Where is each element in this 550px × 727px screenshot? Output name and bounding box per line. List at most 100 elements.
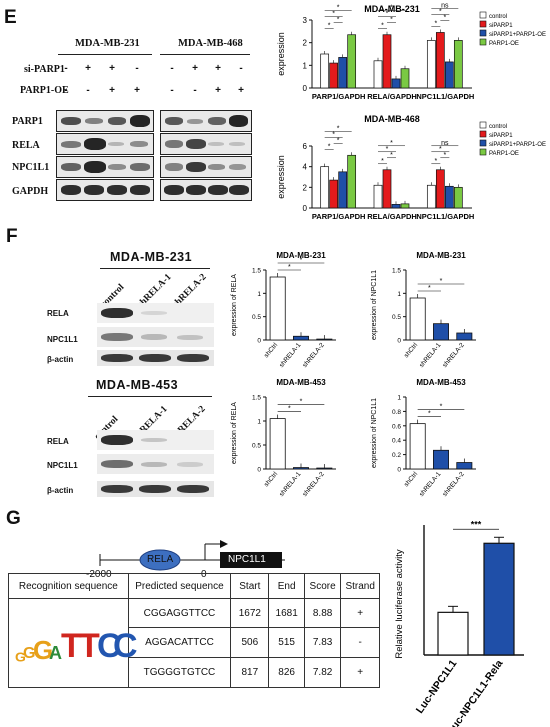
bar [453, 40, 463, 89]
y-axis-label: expression [276, 155, 286, 199]
y-tick-label: 2 [303, 39, 308, 48]
sign: + [109, 63, 115, 74]
promoter-diagram [99, 540, 285, 571]
x-tick-label: shCtrl [403, 470, 420, 488]
bar [444, 61, 454, 89]
title-underline [160, 54, 250, 55]
table-header: Recognition sequence [8, 573, 129, 599]
legend-label: control [489, 124, 507, 130]
y-tick-label: 1 [397, 395, 401, 402]
table-cell: TGGGGTGTCC [127, 657, 232, 688]
bar [338, 171, 348, 209]
blot-row-label: GAPDH [12, 186, 49, 197]
title-underline [100, 268, 210, 269]
bar [453, 186, 463, 209]
y-tick-label: 0 [257, 467, 261, 474]
western-blot-image [97, 303, 214, 323]
bar-chart-g-luciferase: Relative luciferase activityLuc-NPC1L1Lu… [394, 519, 524, 727]
western-blot-image [160, 179, 252, 201]
bar [269, 418, 286, 470]
x-tick-label: shRELA-2 [441, 341, 466, 368]
bar [320, 53, 330, 89]
significance-mark: * [386, 11, 389, 18]
prediction-table: Recognition sequence Predicted sequence … [8, 573, 380, 688]
x-tick-label: shRELA-1 [418, 341, 443, 368]
table-cell: + [340, 657, 380, 688]
x-tick-label: shCtrl [403, 341, 420, 359]
significance-mark: * [337, 137, 340, 144]
sign: + [215, 85, 221, 96]
table-cell: 1672 [230, 598, 270, 628]
sign: - [64, 63, 68, 74]
western-blot-image [97, 430, 214, 450]
western-blot-image [97, 327, 214, 347]
x-tick-label: RELA/GAPDH [367, 212, 417, 221]
y-tick-label: 0.4 [392, 438, 401, 445]
y-tick-label: 2 [303, 183, 308, 192]
y-tick-label: 1 [397, 291, 401, 298]
significance-mark: * [381, 158, 384, 165]
legend-label: siPARP1 [489, 133, 513, 139]
bar [400, 68, 410, 89]
blot-row-label: NPC1L1 [47, 335, 78, 344]
significance-mark: *** [471, 519, 482, 529]
table-header: Predicted sequence [127, 573, 232, 599]
gene-label: NPC1L1 [228, 554, 266, 565]
bar [444, 185, 454, 209]
bar [320, 166, 330, 209]
x-tick-label: NPC1L1/GAPDH [416, 212, 474, 221]
legend-swatch [479, 139, 487, 147]
blot-row-label: PARP1 [12, 116, 43, 127]
western-blot-image [56, 156, 154, 178]
significance-mark: * [300, 399, 303, 406]
panel-letter-e: E [4, 7, 17, 28]
x-tick-label: shRELA-2 [301, 470, 326, 497]
table-header: Score [303, 573, 342, 599]
sign: - [170, 63, 174, 74]
bar [433, 449, 449, 470]
y-tick-label: 1 [257, 419, 261, 426]
table-cell: CGGAGGTTCC [127, 598, 232, 628]
western-blot-image [56, 179, 154, 201]
table-cell: 7.83 [303, 627, 342, 658]
bar [409, 297, 426, 341]
significance-mark: * [337, 5, 340, 12]
bar-chart-e-468: MDA-MB-468expression0246PARP1/GAPDH****R… [276, 114, 546, 221]
bar [338, 57, 348, 89]
table-cell: 817 [230, 657, 270, 688]
significance-mark: * [288, 406, 291, 413]
bar [456, 332, 473, 341]
chart-title: MDA-MB-453 [416, 378, 466, 387]
legend-label: PARP1-OE [489, 41, 519, 47]
y-tick-label: 1.5 [252, 268, 261, 275]
chart-title: MDA-MB-231 [416, 251, 466, 260]
significance-mark: * [434, 158, 437, 165]
bar [433, 323, 449, 341]
table-cell: 1681 [268, 598, 305, 628]
x-tick-label: shCtrl [263, 470, 280, 488]
significance-mark: * [328, 143, 331, 150]
significance-mark: * [390, 17, 393, 24]
table-cell: 515 [268, 627, 305, 658]
sign: + [109, 85, 115, 96]
bar [391, 78, 401, 89]
significance-mark: * [288, 264, 291, 271]
x-tick-label: shRELA-2 [441, 470, 466, 497]
x-tick-label: shCtrl [263, 341, 280, 359]
table-cell: 8.88 [303, 598, 342, 628]
blot-row-label: RELA [12, 140, 40, 151]
table-cell: 826 [268, 657, 305, 688]
legend-label: siPARP1 [489, 23, 513, 29]
significance-mark: * [332, 131, 335, 138]
condition-label-si: si-PARP1 [24, 64, 65, 75]
sign: - [64, 85, 68, 96]
significance-mark: * [300, 257, 303, 264]
y-tick-label: 0 [397, 338, 401, 345]
table-header: End [268, 573, 305, 599]
western-blot-image [160, 156, 252, 178]
y-tick-label: 0.2 [392, 452, 401, 459]
x-tick-label: RELA/GAPDH [367, 92, 417, 101]
y-axis-label: expression of NPC1L1 [371, 270, 378, 340]
table-cell: - [340, 627, 380, 658]
legend-label: siPARP1+PARP1-OE [489, 32, 546, 38]
